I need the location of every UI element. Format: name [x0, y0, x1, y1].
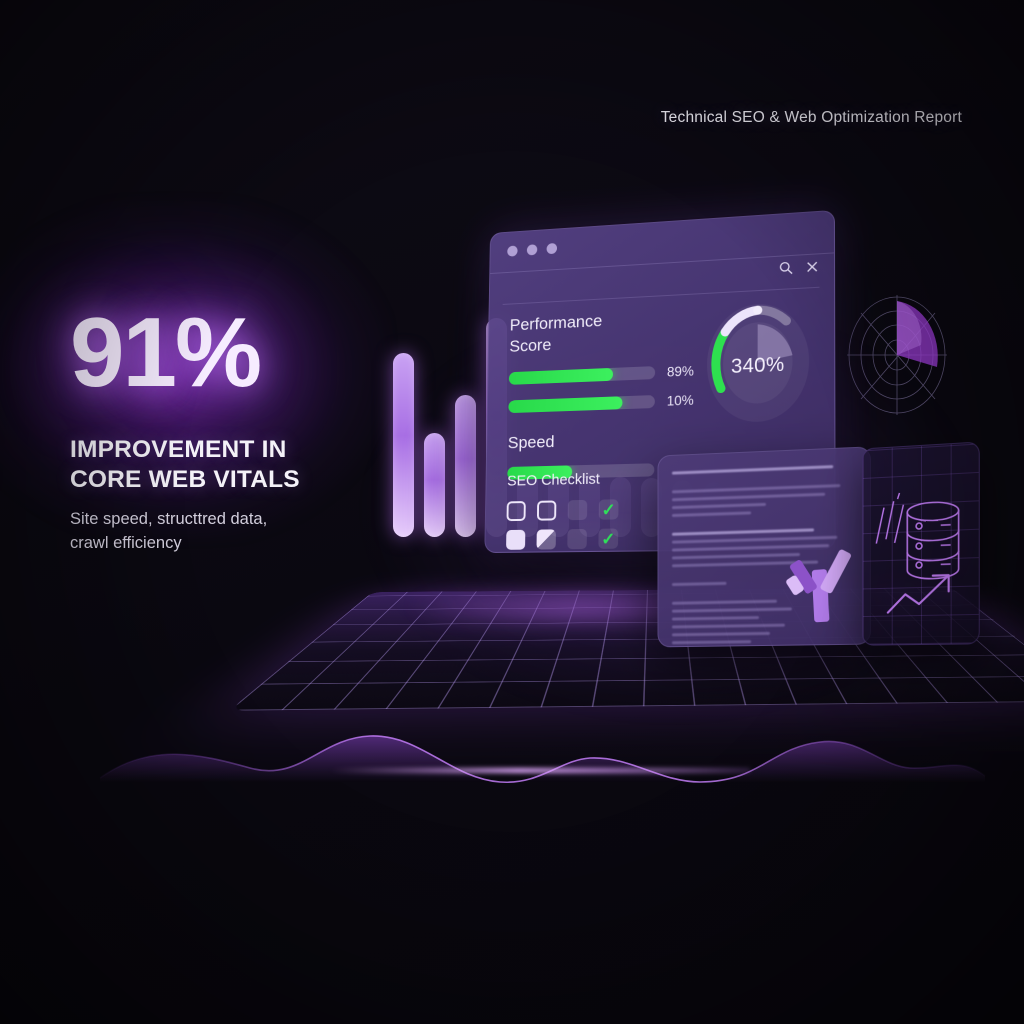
window-actions: [778, 258, 819, 276]
database-stack-icon: [907, 501, 958, 579]
checklist-checkbox-2[interactable]: [567, 499, 588, 521]
metric-progress-fill: [508, 395, 623, 413]
trend-up-arrow-icon: [888, 575, 949, 612]
document-line-0: [671, 465, 834, 475]
metric-progress-track: [508, 365, 656, 385]
3d-scene: Performance Score 89% 10% Speed 340% S: [228, 195, 1024, 725]
speed-label: Speed: [507, 431, 555, 452]
stat-block: 91% IMPROVEMENT IN CORE WEB VITALS Site …: [70, 297, 400, 556]
document-line-5: [671, 511, 752, 518]
checklist-checkbox-7[interactable]: ✓: [598, 528, 619, 549]
stat-headline-line-2: CORE WEB VITALS: [70, 465, 300, 493]
seo-checklist-title: SEO Checklist: [507, 470, 600, 490]
document-line-16: [671, 607, 793, 613]
wave-light-streak: [330, 768, 750, 773]
bar-1: [393, 353, 414, 537]
window-dot-close[interactable]: [507, 245, 518, 257]
document-line-10: [671, 552, 800, 560]
window-dot-maximize[interactable]: [546, 242, 558, 255]
metric-value-label: 89%: [666, 362, 694, 380]
gauge-value: 340%: [730, 353, 785, 379]
report-title: Technical SEO & Web Optimization Report: [660, 109, 962, 126]
close-icon[interactable]: [805, 259, 820, 274]
checklist-checkbox-3[interactable]: ✓: [598, 499, 619, 520]
document-line-19: [671, 631, 770, 637]
document-line-15: [671, 599, 778, 605]
seo-checklist-grid: ✓ ✓: [506, 499, 619, 550]
stat-subtext: Site speed, structtred data, crawl effic…: [70, 508, 400, 556]
document-line-2: [671, 484, 841, 494]
checklist-checkbox-0[interactable]: [506, 501, 526, 522]
audio-waveform-accent: [0, 720, 1024, 810]
checklist-checkbox-4[interactable]: [506, 529, 526, 550]
document-card[interactable]: [657, 446, 871, 648]
checklist-checkbox-1[interactable]: [536, 500, 557, 521]
document-line-3: [671, 492, 826, 502]
seo-checklist: SEO Checklist ✓ ✓: [506, 470, 619, 550]
window-traffic-lights: [507, 242, 558, 257]
window-dot-minimize[interactable]: [526, 244, 538, 256]
metric-progress-fill: [508, 367, 614, 385]
metric-value-label: 10%: [666, 392, 694, 409]
upward-arrow-icon: [785, 532, 856, 626]
motion-streaks-icon: [876, 493, 903, 544]
document-line-18: [671, 623, 785, 629]
checklist-checkbox-6[interactable]: [567, 528, 587, 550]
search-icon[interactable]: [778, 260, 793, 276]
data-insights-panel[interactable]: [861, 441, 980, 646]
metric-progress-track: [508, 394, 655, 413]
document-line-17: [671, 616, 759, 621]
stat-subtext-line-1: Site speed, structtred data,: [70, 509, 268, 528]
stat-subtext-line-2: crawl efficiency: [70, 533, 182, 552]
document-line-13: [671, 581, 726, 587]
stat-percentage: 91%: [70, 297, 262, 407]
document-line-4: [671, 502, 767, 510]
checklist-checkbox-5[interactable]: [536, 529, 556, 550]
performance-gauge: 340%: [701, 297, 816, 429]
bar-2: [424, 432, 445, 537]
document-line-20: [671, 640, 752, 645]
stat-headline: IMPROVEMENT IN CORE WEB VITALS: [70, 435, 400, 495]
radar-sweep-icon: [845, 275, 975, 420]
bar-3: [455, 394, 476, 537]
stat-headline-line-1: IMPROVEMENT IN: [70, 436, 287, 464]
